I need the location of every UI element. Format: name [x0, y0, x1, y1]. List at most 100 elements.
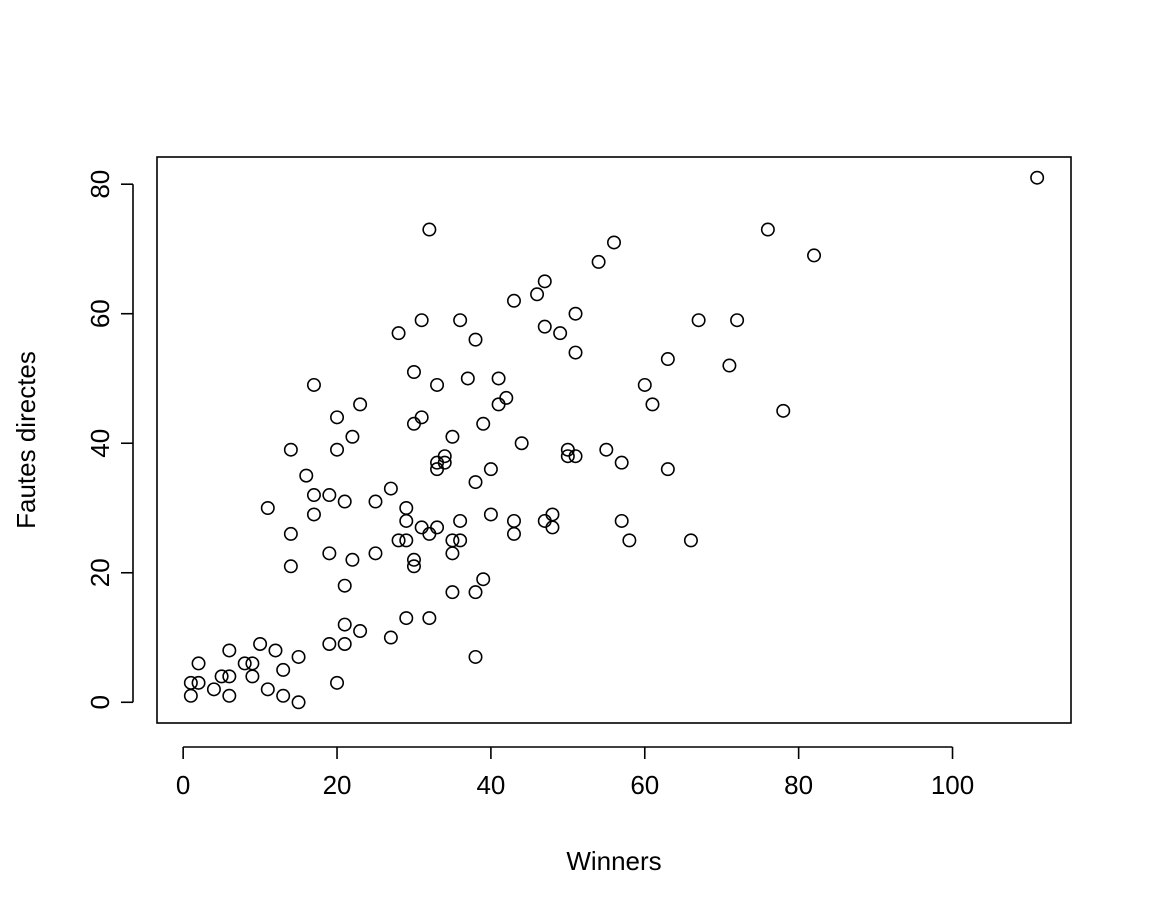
x-tick-label: 0: [176, 770, 190, 800]
x-tick-label: 40: [476, 770, 505, 800]
data-point: [406, 365, 421, 380]
data-point: [383, 481, 398, 496]
data-point: [191, 656, 206, 671]
x-tick-label: 80: [784, 770, 813, 800]
data-point: [606, 235, 621, 250]
data-point: [337, 494, 352, 509]
data-point: [468, 475, 483, 490]
x-tick-label: 100: [931, 770, 974, 800]
x-axis-title: Winners: [566, 846, 661, 876]
y-tick-label: 80: [85, 170, 115, 199]
data-point: [691, 313, 706, 328]
data-point: [614, 455, 629, 470]
data-point: [322, 546, 337, 561]
data-point: [545, 520, 560, 535]
data-point: [222, 669, 237, 684]
data-point: [453, 513, 468, 528]
data-point: [491, 371, 506, 386]
data-point: [476, 416, 491, 431]
data-point: [730, 313, 745, 328]
y-tick-label: 20: [85, 558, 115, 587]
data-point: [353, 397, 368, 412]
y-tick-label: 40: [85, 429, 115, 458]
data-point: [268, 643, 283, 658]
data-point: [191, 675, 206, 690]
y-tick-label: 0: [85, 695, 115, 709]
data-point: [430, 377, 445, 392]
data-point: [599, 442, 614, 457]
data-point: [1030, 170, 1045, 185]
data-point: [760, 222, 775, 237]
data-point: [483, 462, 498, 477]
data-point: [445, 546, 460, 561]
data-point: [283, 559, 298, 574]
data-point: [406, 552, 421, 567]
data-point: [637, 377, 652, 392]
data-point: [383, 630, 398, 645]
data-point: [807, 248, 822, 263]
data-point: [514, 436, 529, 451]
data-point: [337, 617, 352, 632]
data-point: [660, 352, 675, 367]
data-point: [483, 507, 498, 522]
x-tick-label: 60: [630, 770, 659, 800]
data-point: [391, 533, 406, 548]
data-point: [468, 585, 483, 600]
data-point: [353, 624, 368, 639]
data-point: [476, 572, 491, 587]
data-point: [506, 526, 521, 541]
data-point: [222, 688, 237, 703]
y-tick-label: 60: [85, 299, 115, 328]
data-point: [276, 662, 291, 677]
data-point: [622, 533, 637, 548]
y-axis: 0 20 40 60 80: [85, 170, 134, 710]
data-point: [537, 319, 552, 334]
data-point: [283, 526, 298, 541]
data-point: [399, 513, 414, 528]
data-point: [337, 636, 352, 651]
data-point: [399, 533, 414, 548]
data-point: [568, 449, 583, 464]
data-point: [345, 552, 360, 567]
data-point: [291, 649, 306, 664]
data-point: [422, 526, 437, 541]
data-point: [683, 533, 698, 548]
data-point: [214, 669, 229, 684]
data-point: [306, 507, 321, 522]
data-point: [530, 287, 545, 302]
data-point: [299, 468, 314, 483]
x-tick-label: 20: [323, 770, 352, 800]
data-point: [337, 578, 352, 593]
data-point: [437, 455, 452, 470]
data-point: [322, 488, 337, 503]
data-point: [406, 416, 421, 431]
data-point: [422, 611, 437, 626]
data-point: [568, 306, 583, 321]
data-point: [330, 442, 345, 457]
x-axis: 0 20 40 60 80 100: [176, 746, 974, 800]
data-point: [399, 611, 414, 626]
data-point: [368, 494, 383, 509]
data-point: [660, 462, 675, 477]
data-point: [183, 688, 198, 703]
data-point: [468, 649, 483, 664]
data-point: [291, 695, 306, 710]
data-point: [414, 313, 429, 328]
data-point: [260, 682, 275, 697]
data-point: [445, 429, 460, 444]
data-point: [322, 636, 337, 651]
data-point: [491, 397, 506, 412]
data-point: [406, 559, 421, 574]
data-point: [445, 585, 460, 600]
data-point: [245, 669, 260, 684]
data-point: [506, 293, 521, 308]
data-point: [430, 455, 445, 470]
data-point: [222, 643, 237, 658]
data-point: [253, 636, 268, 651]
data-point: [560, 449, 575, 464]
data-point: [306, 377, 321, 392]
data-point: [330, 675, 345, 690]
data-point: [722, 358, 737, 373]
